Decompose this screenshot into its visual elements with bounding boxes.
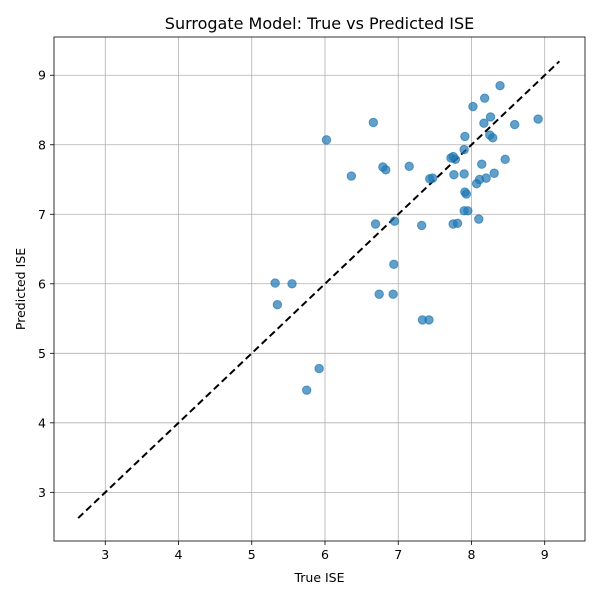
x-tick-label: 4	[175, 547, 183, 562]
data-point	[459, 144, 469, 155]
data-point	[446, 153, 456, 163]
chart-title: Surrogate Model: True vs Predicted ISE	[165, 14, 474, 33]
data-point	[461, 189, 472, 199]
data-point	[301, 385, 312, 395]
data-point	[416, 220, 427, 231]
data-point	[314, 363, 324, 374]
data-point	[389, 216, 400, 226]
y-tick-label: 8	[38, 137, 46, 152]
data-point	[424, 315, 434, 325]
data-point	[474, 214, 484, 224]
data-point	[389, 259, 399, 270]
data-point	[287, 279, 297, 289]
y-tick-label: 7	[38, 207, 46, 222]
data-point	[485, 112, 496, 122]
y-tick-label: 9	[38, 68, 46, 83]
data-point	[500, 154, 510, 165]
data-point	[488, 133, 498, 143]
data-point	[272, 299, 283, 310]
x-tick-label: 6	[321, 547, 329, 562]
reference-line	[77, 60, 561, 519]
data-point	[427, 173, 438, 183]
data-point	[533, 114, 543, 124]
data-points	[270, 80, 543, 395]
y-tick-label: 3	[38, 485, 46, 500]
data-point	[459, 169, 469, 179]
y-axis-ticks: 3 4 5 6 7 8 9	[38, 68, 54, 500]
plot-frame	[53, 36, 586, 542]
data-point	[388, 289, 398, 299]
data-point	[460, 131, 470, 142]
data-point	[495, 80, 505, 91]
data-point	[346, 171, 357, 181]
data-point	[270, 278, 280, 288]
data-point	[509, 119, 520, 130]
x-axis-ticks: 3 4 5 6 7 8 9	[101, 541, 549, 562]
data-point	[449, 169, 459, 180]
data-point	[477, 159, 487, 169]
y-axis-label: Predicted ISE	[13, 248, 28, 330]
x-tick-label: 8	[467, 547, 475, 562]
y-tick-label: 6	[38, 276, 46, 291]
y-tick-label: 5	[38, 346, 46, 361]
data-point	[452, 218, 463, 229]
data-point	[479, 118, 489, 128]
x-tick-label: 7	[394, 547, 402, 562]
data-point	[404, 161, 414, 172]
x-axis-label: True ISE	[293, 570, 344, 585]
data-point	[374, 289, 384, 299]
data-point	[368, 117, 379, 128]
x-tick-label: 3	[101, 547, 109, 562]
y-tick-label: 4	[38, 415, 46, 430]
data-point	[321, 135, 332, 145]
data-point	[381, 165, 391, 175]
data-point	[370, 219, 381, 229]
data-point	[463, 206, 473, 216]
x-tick-label: 9	[541, 547, 549, 562]
data-point	[489, 168, 499, 178]
reference-line-layer	[77, 60, 561, 519]
x-tick-label: 5	[248, 547, 256, 562]
data-point	[468, 101, 478, 112]
data-point	[471, 178, 482, 189]
data-point	[479, 93, 490, 103]
grid	[54, 37, 585, 541]
